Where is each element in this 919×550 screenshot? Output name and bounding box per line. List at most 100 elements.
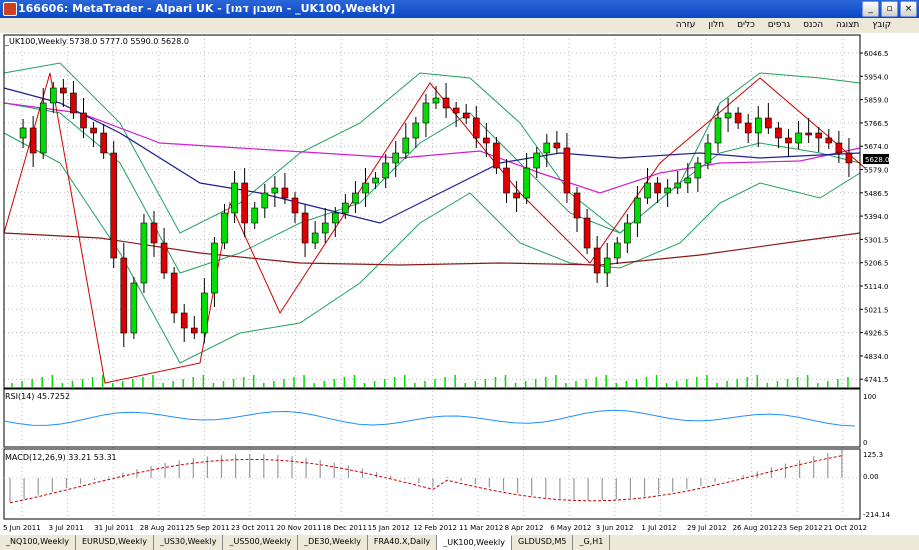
app-icon [3, 2, 17, 16]
tab-uk100[interactable]: _UK100,Weekly [437, 535, 513, 550]
candle-body [835, 142, 843, 154]
candle-body [483, 137, 490, 144]
last-price-marker [863, 154, 889, 164]
price-axis-label: 5674.0 [864, 143, 889, 151]
price-axis-label: 6046.5 [864, 50, 889, 58]
candle-body [805, 132, 812, 136]
price-axis-label: 4741.5 [864, 376, 889, 384]
chart-area[interactable]: _UK100,Weekly 5738.0 5777.0 5590.0 5628.… [0, 33, 919, 535]
tab-nq100[interactable]: _NQ100,Weekly [0, 535, 76, 550]
tab-fra40[interactable]: FRA40.X,Daily [368, 535, 438, 550]
candle-body [795, 132, 802, 144]
date-axis-label: 28 Aug 2011 [140, 524, 185, 532]
candle-body [412, 122, 420, 139]
menu-file[interactable]: קובץ [872, 20, 892, 30]
price-axis-label: 5954.0 [864, 73, 889, 81]
candle-body [754, 117, 762, 134]
menu-window[interactable]: חלון [708, 20, 725, 30]
price-axis-label: 5021.5 [864, 306, 889, 314]
rsi-axis-top: 100 [863, 393, 876, 401]
candle-body [533, 152, 541, 169]
candle-body [775, 127, 782, 139]
tab-de30[interactable]: _DE30,Weekly [298, 535, 368, 550]
price-axis-label: 4926.5 [864, 330, 889, 338]
menu-insert[interactable]: הכנס [803, 20, 824, 30]
candle-body [815, 132, 823, 139]
close-button[interactable]: × [900, 1, 917, 17]
price-axis-label: 4834.0 [864, 353, 889, 361]
candle-body [120, 257, 128, 334]
price-axis-label: 5579.0 [864, 167, 889, 175]
price-axis-label: 5859.0 [864, 97, 889, 105]
candle-body [573, 192, 581, 219]
candle-body [583, 217, 591, 249]
date-axis-label: 20 Nov 2011 [277, 524, 322, 532]
menu-view[interactable]: תצוגה [836, 20, 860, 30]
tab-g[interactable]: _G,H1 [573, 535, 611, 550]
date-axis-label: 31 Jul 2011 [94, 524, 134, 532]
moving-averages [3, 87, 861, 266]
candle-body [684, 177, 692, 184]
price-axis-label: 5394.0 [864, 213, 889, 221]
chart-tabs: _NQ100,Weekly EURUSD,Weekly _US30,Weekly… [0, 535, 919, 550]
date-axis-label: 8 Apr 2012 [505, 524, 544, 532]
restore-button[interactable]: ▫ [881, 1, 898, 17]
date-axis-label: 25 Sep 2011 [185, 524, 229, 532]
date-axis-label: 5 Jun 2011 [3, 524, 41, 532]
price-axis-label: 5114.0 [864, 283, 889, 291]
ma-mid [3, 102, 861, 194]
candle-body [593, 247, 601, 274]
macd-histogram [4, 449, 860, 504]
title-bar: 166606: MetaTrader - Alpari UK - [חשבון … [0, 0, 919, 18]
date-axis-label: 15 Jan 2012 [368, 524, 410, 532]
tab-gldusd[interactable]: GLDUSD,M5 [512, 535, 574, 550]
candle-body [422, 102, 430, 124]
candle-body [563, 147, 571, 194]
candle-body [352, 192, 359, 204]
candle-body [674, 182, 682, 189]
candle-body [130, 282, 138, 334]
candlesticks [19, 79, 853, 347]
tab-us30[interactable]: _US30,Weekly [154, 535, 224, 550]
window-title: 166606: MetaTrader - Alpari UK - [חשבון … [18, 2, 396, 15]
candle-body [543, 142, 551, 154]
candle-body [624, 222, 631, 244]
candle-body [70, 92, 77, 114]
candle-body [100, 132, 107, 154]
candle-body [553, 142, 561, 149]
tab-us500[interactable]: _US500,Weekly [223, 535, 299, 550]
bollinger-middle [3, 102, 861, 274]
candle-body [241, 182, 248, 224]
ma-slow [3, 232, 861, 266]
rsi-line [3, 409, 856, 427]
main-panel-frame [3, 34, 861, 389]
tab-eurusd[interactable]: EURUSD,Weekly [76, 535, 154, 550]
candle-body [714, 117, 722, 144]
candle-body [392, 152, 400, 164]
menu-help[interactable]: עזרה [675, 20, 696, 30]
candle-body [664, 187, 671, 194]
rsi-panel-frame [3, 388, 861, 448]
date-axis-label: 29 Jul 2012 [687, 524, 727, 532]
ma-fast [3, 87, 861, 224]
candle-body [321, 222, 329, 234]
candle-body [180, 312, 188, 329]
candle-body [654, 182, 661, 194]
candle-body [110, 152, 118, 259]
date-axis-label: 11 Mar 2012 [459, 524, 503, 532]
price-axis-label: 5486.5 [864, 190, 889, 198]
minimize-button[interactable]: _ [862, 1, 879, 17]
chart-grid [4, 35, 860, 519]
menu-charts[interactable]: גרפים [767, 20, 791, 30]
menu-tools[interactable]: כלים [737, 20, 755, 30]
candle-body [29, 127, 37, 154]
candle-body [493, 142, 500, 169]
rsi-path [3, 409, 856, 427]
candle-body [734, 112, 742, 124]
candle-body [845, 152, 853, 164]
candle-body [704, 142, 712, 164]
price-axis: 6046.5 5954.0 5859.0 5766.5 5674.0 5579.0 5486… [860, 50, 889, 384]
chart-svg[interactable]: _UK100,Weekly 5738.0 5777.0 5590.0 5628.… [0, 33, 919, 535]
candle-body [452, 107, 460, 114]
price-axis-label: 5766.5 [864, 120, 889, 128]
